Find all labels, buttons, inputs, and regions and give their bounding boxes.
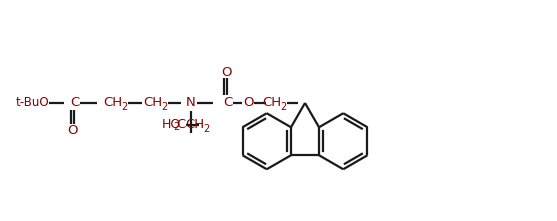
Text: CH: CH xyxy=(185,118,204,131)
Text: 2: 2 xyxy=(161,102,167,112)
Text: 2: 2 xyxy=(203,124,209,134)
Text: 2: 2 xyxy=(121,102,127,112)
Text: O: O xyxy=(243,97,253,109)
Text: O: O xyxy=(68,124,78,137)
Text: C: C xyxy=(223,97,233,109)
Text: CH: CH xyxy=(262,97,281,109)
Text: 2: 2 xyxy=(173,122,179,132)
Text: C: C xyxy=(70,97,80,109)
Text: O: O xyxy=(221,67,231,80)
Text: CH: CH xyxy=(104,97,123,109)
Text: C: C xyxy=(177,118,185,131)
Text: CH: CH xyxy=(144,97,163,109)
Text: HO: HO xyxy=(162,118,181,131)
Text: N: N xyxy=(186,97,196,109)
Text: 2: 2 xyxy=(280,102,286,112)
Text: t-BuO: t-BuO xyxy=(15,97,49,109)
